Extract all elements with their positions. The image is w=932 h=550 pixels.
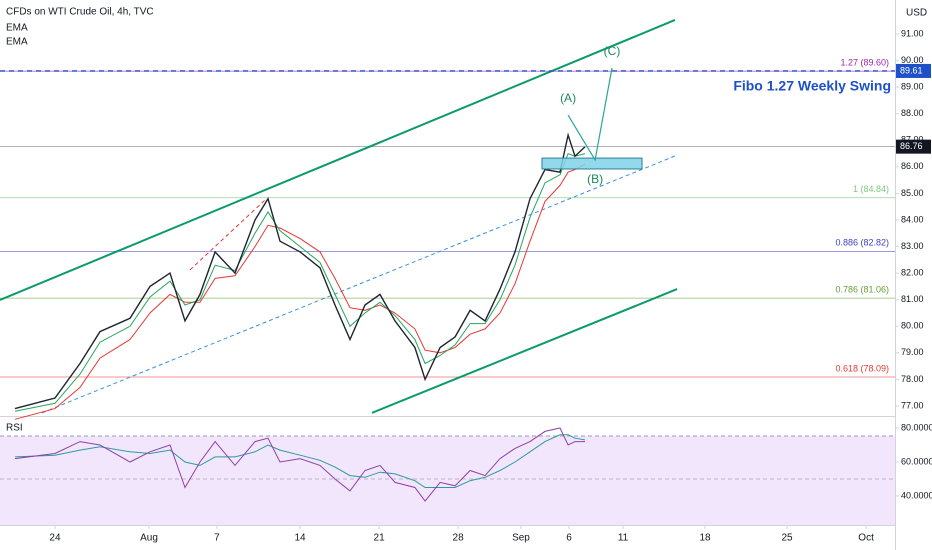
wave-label: (C) <box>604 44 621 58</box>
x-tick-label: 18 <box>700 533 712 544</box>
price-tag <box>896 139 931 154</box>
y-tick-label: 91.00 <box>901 28 924 38</box>
y-tick-label: 86.00 <box>901 161 924 171</box>
wave-path <box>567 67 613 162</box>
y-tick-label: 81.00 <box>901 294 924 304</box>
trendline <box>189 199 266 271</box>
data-line <box>14 163 586 420</box>
trendline <box>41 155 676 414</box>
y-tick-label: 90.00 <box>901 55 924 65</box>
target-annotation: Fibo 1.27 Weekly Swing <box>733 78 891 94</box>
y-tick-label: 84.00 <box>901 214 924 224</box>
x-tick-label: 11 <box>618 533 629 544</box>
y-tick-label: 77.00 <box>901 400 924 410</box>
x-tick-label: Oct <box>858 533 874 544</box>
trendline <box>0 19 676 301</box>
fib-label: 1 (84.84) <box>853 184 889 194</box>
x-tick-label: 7 <box>214 533 220 544</box>
fib-label: 0.618 (78.09) <box>835 363 889 373</box>
y-tick-label: 83.00 <box>901 241 924 251</box>
pane-title: RSI <box>6 423 23 434</box>
y-tick-label: 88.00 <box>901 108 924 118</box>
y-tick-label: 80.00 <box>901 321 924 331</box>
data-line <box>14 434 586 488</box>
y-tick-label: 89.00 <box>901 82 924 92</box>
x-tick-label: 6 <box>566 533 572 544</box>
x-tick-label: Sep <box>512 533 530 544</box>
y-tick-label: 78.00 <box>901 374 924 384</box>
trendline <box>371 288 678 414</box>
data-line <box>14 132 586 410</box>
x-tick-label: Aug <box>140 533 158 544</box>
chart-title: CFDs on WTI Crude Oil, 4h, TVC <box>6 7 154 18</box>
data-line <box>14 427 585 502</box>
x-tick-label: 21 <box>374 533 386 544</box>
fib-label: 0.786 (81.06) <box>835 284 889 294</box>
y-tick-label: 80.0000 <box>901 422 932 432</box>
price-tag-label: 89.61 <box>900 65 923 75</box>
fib-label: 1.27 (89.60) <box>840 58 889 68</box>
y-tick-label: 87.00 <box>901 135 924 145</box>
y-tick-label: 60.0000 <box>901 456 932 466</box>
rsi-band <box>0 436 895 525</box>
y-tick-label: 79.00 <box>901 347 924 357</box>
data-line <box>14 152 586 412</box>
x-tick-label: 25 <box>782 533 794 544</box>
y-tick-label: 85.00 <box>901 188 924 198</box>
legend-entry: EMA <box>6 23 28 34</box>
zone <box>541 157 643 170</box>
wave-label: (A) <box>560 91 576 105</box>
price-tag-label: 86.76 <box>900 141 923 151</box>
y-tick-label: 40.0000 <box>901 490 932 500</box>
y-tick-label: 82.00 <box>901 267 924 277</box>
currency: USD <box>906 8 927 19</box>
x-tick-label: 28 <box>453 533 465 544</box>
wave-label: (B) <box>587 172 603 186</box>
legend-entry: EMA <box>6 37 28 48</box>
fib-label: 0.886 (82.82) <box>835 238 889 248</box>
x-tick-label: 14 <box>295 533 307 544</box>
x-tick-label: 24 <box>49 533 61 544</box>
price-tag <box>896 63 931 78</box>
